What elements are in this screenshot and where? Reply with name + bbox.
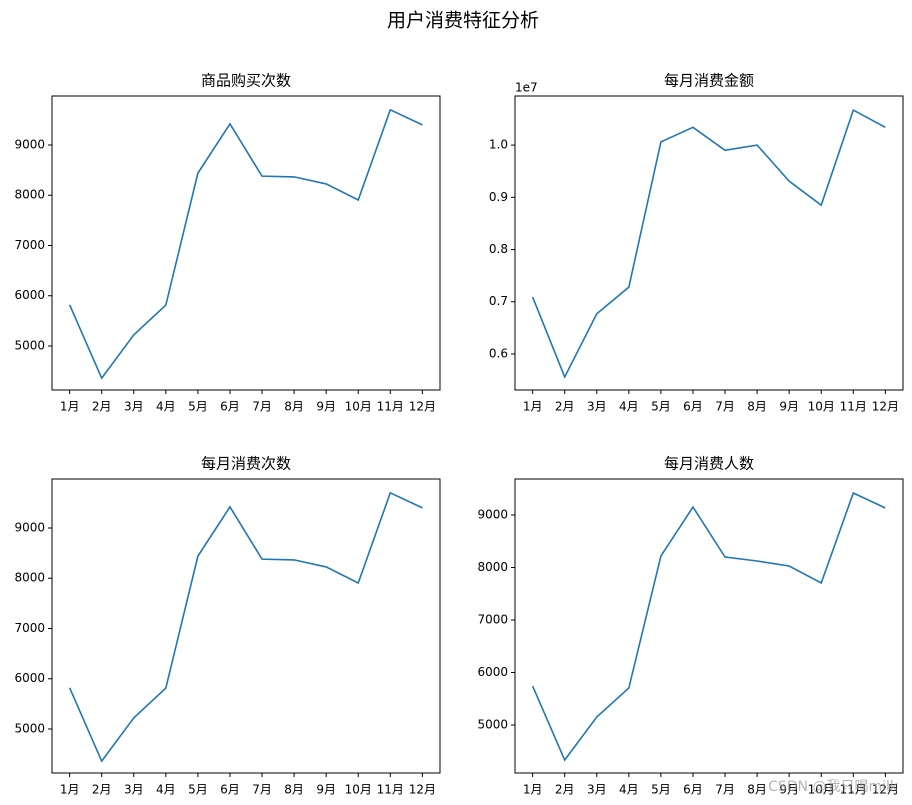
plot-frame (51, 478, 441, 774)
y-tick-label: 0.6 (489, 346, 508, 360)
y-tick-label: 7000 (14, 238, 45, 252)
x-tick-label: 8月 (284, 783, 304, 797)
x-tick-label: 7月 (715, 783, 735, 797)
y-tick-label: 6000 (477, 665, 508, 679)
x-tick-label: 3月 (124, 400, 144, 414)
x-tick-label: 8月 (747, 400, 767, 414)
x-tick-label: 2月 (555, 783, 575, 797)
x-tick-label: 3月 (587, 783, 607, 797)
x-tick-label: 10月 (808, 783, 835, 797)
x-tick-label: 5月 (651, 400, 671, 414)
x-tick-label: 12月 (872, 400, 899, 414)
data-line (68, 491, 423, 763)
y-tick-label: 5000 (14, 338, 45, 352)
x-tick-label: 11月 (377, 783, 404, 797)
x-tick-label: 2月 (92, 783, 112, 797)
x-tick-label: 9月 (779, 400, 799, 414)
y-tick-label: 5000 (477, 718, 508, 732)
x-tick-label: 11月 (840, 400, 867, 414)
y-tick-label: 8000 (14, 571, 45, 585)
watermark: CSDN @我只喝milk (768, 779, 899, 795)
x-tick-label: 4月 (619, 783, 639, 797)
x-tick-label: 11月 (377, 400, 404, 414)
x-tick-label: 6月 (220, 783, 240, 797)
chart-title: 每月消费次数 (201, 455, 291, 473)
chart-title: 商品购买次数 (201, 72, 291, 90)
chart-title: 每月消费金额 (664, 72, 754, 90)
x-tick-label: 12月 (872, 783, 899, 797)
plot-frame (514, 478, 904, 774)
x-tick-label: 6月 (220, 400, 240, 414)
x-tick-label: 7月 (715, 400, 735, 414)
y-tick-label: 1.0 (489, 138, 508, 152)
data-line (531, 108, 886, 379)
plot-frame (51, 95, 441, 391)
y-tick-label: 8000 (14, 188, 45, 202)
x-tick-label: 5月 (188, 783, 208, 797)
x-tick-label: 5月 (188, 400, 208, 414)
x-tick-label: 6月 (683, 400, 703, 414)
x-tick-label: 3月 (124, 783, 144, 797)
x-tick-label: 10月 (345, 783, 372, 797)
x-tick-label: 1月 (523, 400, 543, 414)
x-tick-label: 11月 (840, 783, 867, 797)
x-tick-label: 9月 (316, 783, 336, 797)
x-tick-label: 2月 (555, 400, 575, 414)
x-tick-label: 3月 (587, 400, 607, 414)
figure-title: 用户消费特征分析 (387, 10, 539, 32)
x-tick-label: 1月 (60, 400, 80, 414)
x-tick-label: 4月 (156, 400, 176, 414)
y-tick-label: 5000 (14, 721, 45, 735)
x-tick-label: 2月 (92, 400, 112, 414)
data-line (531, 491, 886, 762)
y-tick-label: 6000 (14, 288, 45, 302)
x-tick-label: 4月 (619, 400, 639, 414)
x-tick-label: 8月 (747, 783, 767, 797)
x-tick-label: 5月 (651, 783, 671, 797)
x-tick-label: 12月 (409, 400, 436, 414)
y-tick-label: 9000 (14, 520, 45, 534)
x-tick-label: 1月 (60, 783, 80, 797)
y-tick-label: 6000 (14, 671, 45, 685)
x-tick-label: 7月 (252, 400, 272, 414)
x-tick-label: 8月 (284, 400, 304, 414)
y-tick-label: 9000 (477, 508, 508, 522)
y-tick-label: 7000 (477, 613, 508, 627)
x-tick-label: 10月 (808, 400, 835, 414)
y-tick-label: 0.7 (489, 294, 508, 308)
plot-frame (514, 95, 904, 391)
y-tick-label: 0.8 (489, 242, 508, 256)
x-tick-label: 9月 (779, 783, 799, 797)
y-tick-label: 0.9 (489, 190, 508, 204)
offset-label: 1e7 (515, 81, 538, 95)
x-tick-label: 4月 (156, 783, 176, 797)
y-tick-label: 9000 (14, 137, 45, 151)
data-line (68, 108, 423, 380)
x-tick-label: 6月 (683, 783, 703, 797)
x-tick-label: 1月 (523, 783, 543, 797)
y-tick-label: 8000 (477, 560, 508, 574)
chart-title: 每月消费人数 (664, 455, 754, 473)
y-tick-label: 7000 (14, 621, 45, 635)
x-tick-label: 7月 (252, 783, 272, 797)
x-tick-label: 10月 (345, 400, 372, 414)
x-tick-label: 9月 (316, 400, 336, 414)
x-tick-label: 12月 (409, 783, 436, 797)
